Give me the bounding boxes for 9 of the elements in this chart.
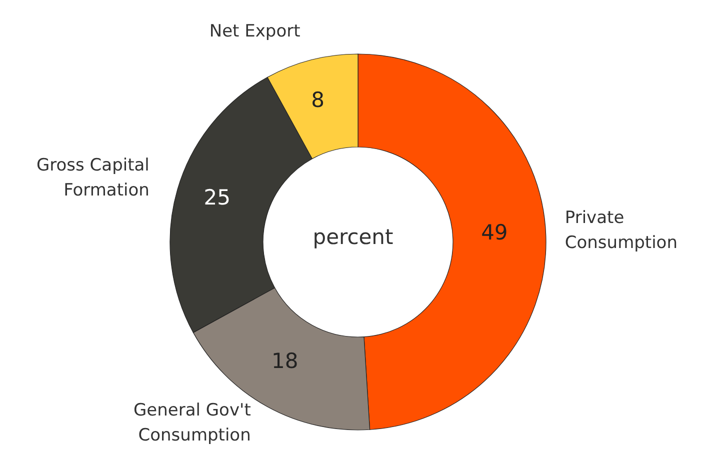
data-label: 18 <box>271 348 298 373</box>
data-label: 8 <box>311 88 324 112</box>
text: percent <box>312 225 394 249</box>
slice-label: Private Consumption <box>564 208 678 253</box>
slice-label: Net Export <box>209 22 301 42</box>
slice-label: Gross Capital Formation <box>36 155 150 200</box>
data-label: 49 <box>481 220 508 245</box>
slice-label: General Gov't Consumption <box>133 400 252 446</box>
data-label: 25 <box>204 186 230 210</box>
